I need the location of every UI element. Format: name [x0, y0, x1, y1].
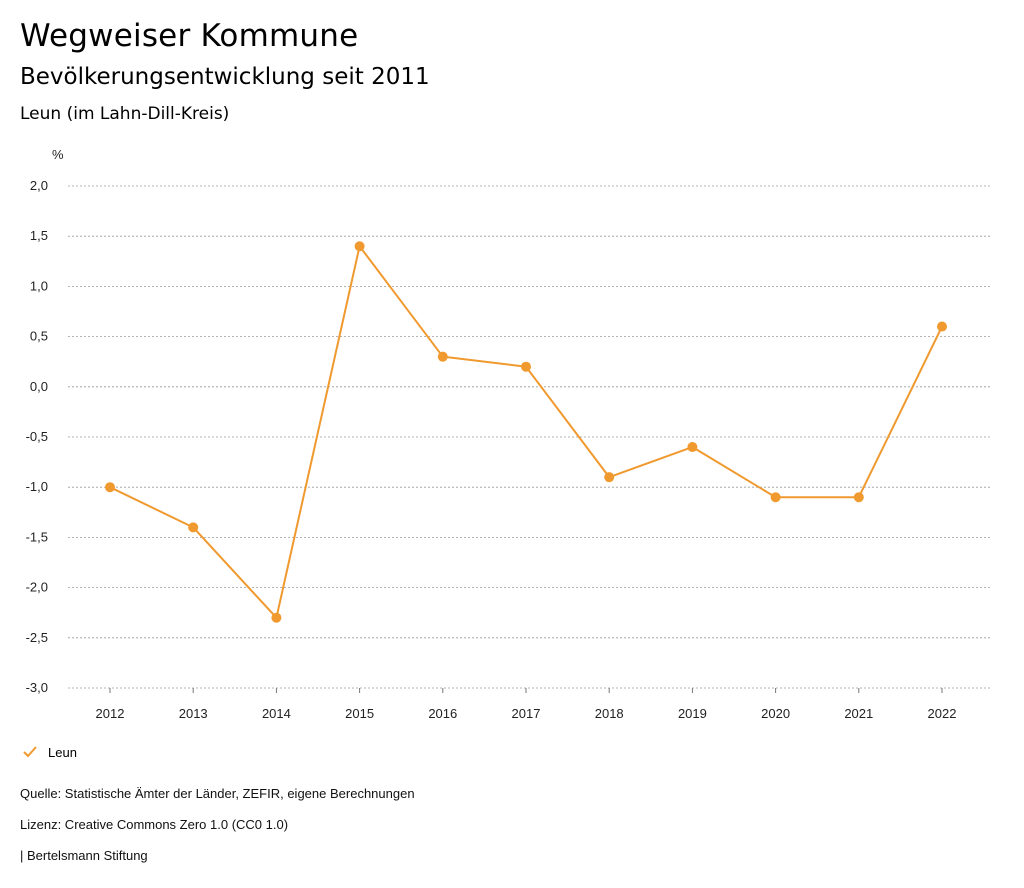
x-tick-label: 2022 [928, 706, 957, 721]
source-note: Quelle: Statistische Ämter der Länder, Z… [20, 786, 415, 801]
x-tick-label: 2019 [678, 706, 707, 721]
x-tick-label: 2020 [761, 706, 790, 721]
data-point[interactable] [770, 492, 781, 503]
x-tick-label: 2021 [844, 706, 873, 721]
license-note: Lizenz: Creative Commons Zero 1.0 (CC0 1… [20, 817, 289, 832]
x-axis-ticks: 2012 2013 2014 2015 2016 2017 2018 2019 2020 2021… [96, 688, 957, 721]
y-unit-label: % [52, 147, 64, 162]
data-point[interactable] [853, 492, 864, 503]
data-point[interactable] [604, 472, 615, 483]
data-point[interactable] [271, 612, 282, 623]
legend[interactable]: Leun [22, 744, 77, 760]
y-tick-label: -2,5 [26, 630, 48, 645]
x-tick-label: 2015 [345, 706, 374, 721]
y-tick-label: 1,5 [30, 228, 48, 243]
y-tick-label: 0,5 [30, 329, 48, 344]
y-tick-label: -1,5 [26, 529, 48, 544]
y-tick-label: -2,0 [26, 580, 48, 595]
data-point[interactable] [105, 482, 115, 493]
region-label: Leun (im Lahn-Dill-Kreis) [20, 104, 230, 124]
data-point[interactable] [687, 442, 698, 453]
series-line [109, 245, 943, 619]
legend-check-icon [23, 746, 37, 758]
x-tick-label: 2013 [179, 706, 208, 721]
x-tick-label: 2017 [512, 706, 541, 721]
series-layer [105, 241, 947, 623]
data-point[interactable] [937, 321, 947, 332]
publisher-note: | Bertelsmann Stiftung [20, 848, 148, 863]
data-point[interactable] [354, 241, 365, 252]
page-title: Wegweiser Kommune [20, 18, 359, 54]
y-tick-label: 2,0 [30, 178, 48, 193]
x-tick-label: 2012 [96, 706, 125, 721]
y-tick-label: -0,5 [26, 429, 48, 444]
data-point[interactable] [188, 522, 199, 533]
line-chart: % 2,0 1,5 1,0 0,5 0,0 -0,5 -1,0 -1,5 -2,0 -2,5 -3,… [26, 147, 990, 721]
data-point[interactable] [437, 351, 448, 362]
x-tick-label: 2016 [428, 706, 457, 721]
y-axis-ticks: 2,0 1,5 1,0 0,5 0,0 -0,5 -1,0 -1,5 -2,0 -2,5 -3,0 [26, 178, 48, 695]
y-tick-label: -3,0 [26, 680, 48, 695]
y-tick-label: 1,0 [30, 278, 48, 293]
y-tick-label: 0,0 [30, 379, 48, 394]
y-tick-label: -1,0 [26, 479, 48, 494]
chart-subtitle: Bevölkerungsentwicklung seit 2011 [20, 64, 430, 90]
data-point[interactable] [521, 361, 531, 372]
x-tick-label: 2014 [262, 706, 291, 721]
grid-lines [68, 185, 990, 689]
legend-label-leun: Leun [48, 744, 77, 760]
x-tick-label: 2018 [595, 706, 624, 721]
